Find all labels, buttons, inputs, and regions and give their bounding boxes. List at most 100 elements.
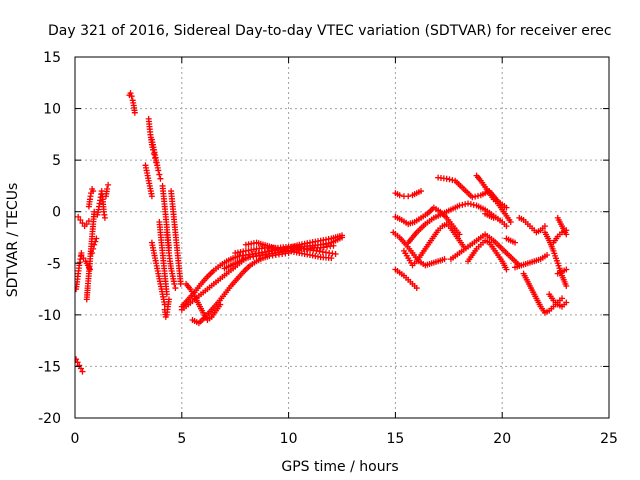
data-point	[433, 229, 440, 236]
data-point	[422, 212, 429, 219]
data-point	[213, 301, 220, 308]
data-point	[396, 215, 403, 222]
data-point	[556, 231, 563, 238]
data-point	[75, 265, 82, 272]
data-point	[245, 263, 252, 270]
data-point	[76, 362, 83, 369]
x-tick-label: 0	[71, 431, 80, 447]
data-point	[522, 219, 529, 226]
data-point	[170, 278, 177, 285]
data-point	[165, 247, 172, 254]
data-point	[157, 175, 164, 182]
plot-frame	[74, 56, 610, 419]
data-point	[245, 254, 252, 261]
axis-ticks: 0 5 10 15 20 25 -20 -15 -10 -5 0 5 10 15	[38, 50, 618, 447]
data-points	[75, 90, 570, 375]
data-point	[168, 268, 175, 275]
data-point	[172, 226, 179, 233]
y-tick-label: 10	[43, 102, 61, 118]
data-point	[403, 274, 410, 281]
data-point	[329, 250, 336, 257]
x-tick-label: 5	[177, 431, 186, 447]
data-point	[516, 263, 523, 270]
data-point	[420, 247, 427, 254]
data-point	[506, 216, 513, 223]
chart-title: Day 321 of 2016, Sidereal Day-to-day VTE…	[48, 23, 612, 39]
data-point	[94, 209, 101, 216]
data-point	[561, 267, 568, 274]
data-point	[250, 253, 257, 260]
data-point	[394, 191, 401, 198]
data-point	[449, 177, 456, 184]
data-point	[322, 249, 329, 256]
data-point	[227, 256, 234, 263]
y-tick-label: -10	[38, 308, 61, 324]
data-point	[262, 242, 269, 249]
data-point	[501, 221, 508, 228]
x-tick-label: 25	[600, 431, 618, 447]
data-point	[90, 188, 97, 195]
data-point	[535, 256, 542, 263]
data-point	[562, 229, 569, 236]
data-point	[127, 90, 134, 97]
data-point	[411, 282, 418, 289]
data-point	[164, 306, 171, 313]
data-point	[415, 189, 422, 196]
data-point	[446, 176, 453, 183]
data-point	[557, 221, 564, 228]
data-point	[474, 192, 481, 199]
data-point	[531, 227, 538, 234]
data-point	[128, 93, 135, 100]
data-point	[506, 252, 513, 259]
data-point	[416, 254, 423, 261]
data-point	[175, 257, 182, 264]
data-point	[256, 252, 263, 259]
data-point	[544, 308, 551, 315]
data-point	[100, 206, 107, 213]
data-point	[146, 123, 153, 130]
data-point	[398, 271, 405, 278]
data-point	[470, 201, 477, 208]
data-point	[152, 154, 159, 161]
data-point	[484, 188, 491, 195]
data-point	[257, 256, 264, 263]
data-point	[200, 315, 207, 322]
data-point	[471, 239, 478, 246]
data-point	[325, 236, 332, 243]
data-point	[412, 231, 419, 238]
data-point	[272, 245, 279, 252]
data-point	[156, 278, 163, 285]
data-point	[93, 235, 100, 242]
data-point	[428, 216, 435, 223]
data-point	[407, 247, 414, 254]
y-tick-label: -5	[47, 256, 61, 272]
data-point	[459, 241, 466, 248]
data-point	[189, 298, 196, 305]
data-point	[497, 256, 504, 263]
data-point	[415, 216, 422, 223]
data-point	[553, 257, 560, 264]
data-point	[552, 299, 559, 306]
data-point	[150, 144, 157, 151]
data-point	[426, 260, 433, 267]
data-point	[394, 268, 401, 275]
data-point	[75, 281, 80, 288]
data-point	[476, 176, 483, 183]
data-point	[78, 252, 85, 259]
data-point	[472, 247, 479, 254]
data-point	[153, 159, 160, 166]
data-point	[91, 241, 98, 248]
data-point	[207, 308, 214, 315]
data-point	[429, 235, 436, 242]
data-point	[454, 251, 461, 258]
data-point	[479, 239, 486, 246]
data-point	[190, 290, 197, 297]
data-point	[560, 225, 567, 232]
grid	[75, 57, 609, 418]
data-point	[146, 180, 153, 187]
data-point	[215, 277, 222, 284]
data-point	[394, 232, 401, 239]
data-point	[166, 255, 173, 262]
data-point	[327, 243, 334, 250]
data-point	[103, 188, 110, 195]
